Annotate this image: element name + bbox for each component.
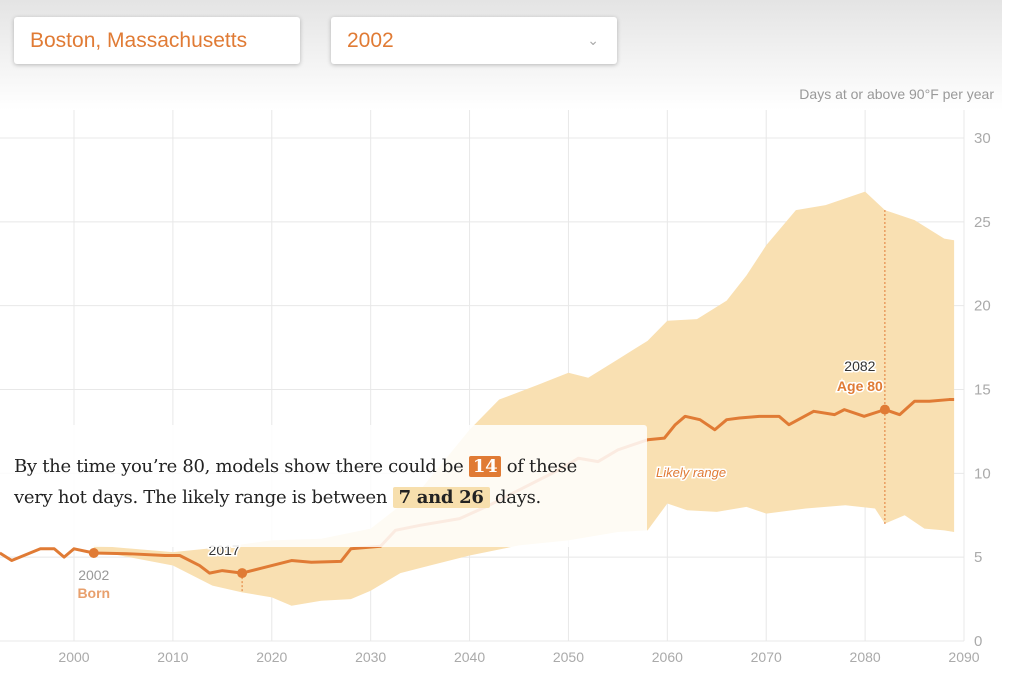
city-value: Boston, Massachusetts: [30, 29, 248, 52]
y-tick-label: 10: [974, 465, 991, 482]
marker-point: [237, 568, 248, 579]
y-tick-label: 5: [974, 549, 982, 566]
age80-year-label: 2082: [844, 358, 875, 374]
x-tick-label: 2060: [652, 649, 683, 665]
x-tick-label: 2040: [454, 649, 485, 665]
y-tick-label: 0: [974, 633, 982, 650]
x-tick-label: 2020: [256, 649, 287, 665]
x-tick-label: 2050: [553, 649, 584, 665]
born-label: Born: [77, 585, 110, 601]
summary-text: By the time you’re 80, models show there…: [14, 451, 614, 513]
summary-part: of these very hot days. The likely range…: [14, 456, 577, 508]
chevron-down-icon: ⌄: [587, 32, 599, 48]
range-badge: 7 and 26: [392, 487, 490, 508]
y-tick-label: 25: [974, 214, 991, 231]
year-value: 2002: [347, 29, 394, 52]
x-tick-label: 2090: [948, 649, 979, 665]
y-axis-label: Days at or above 90°F per year: [799, 86, 994, 102]
city-select[interactable]: Boston, Massachusetts: [14, 17, 300, 64]
x-tick-label: 2000: [58, 649, 89, 665]
x-tick-label: 2030: [355, 649, 386, 665]
marker-point: [879, 404, 890, 415]
median-value-badge: 14: [468, 456, 502, 477]
y-tick-label: 15: [974, 382, 991, 399]
born-year-label: 2002: [78, 567, 109, 583]
birth-year-select[interactable]: 2002 ⌄: [331, 17, 617, 64]
likely-range-label: Likely range: [656, 465, 726, 480]
summary-part: By the time you’re 80, models show there…: [14, 456, 464, 477]
x-tick-label: 2070: [751, 649, 782, 665]
marker-point: [88, 547, 99, 558]
y-tick-label: 20: [974, 298, 991, 315]
summary-callout: By the time you’re 80, models show there…: [0, 425, 647, 547]
y-tick-label: 30: [974, 130, 991, 147]
summary-part: days.: [495, 487, 541, 508]
x-tick-label: 2010: [157, 649, 188, 665]
x-tick-label: 2080: [850, 649, 881, 665]
likely-range-band: [93, 191, 955, 606]
age80-label: Age 80: [837, 378, 883, 394]
